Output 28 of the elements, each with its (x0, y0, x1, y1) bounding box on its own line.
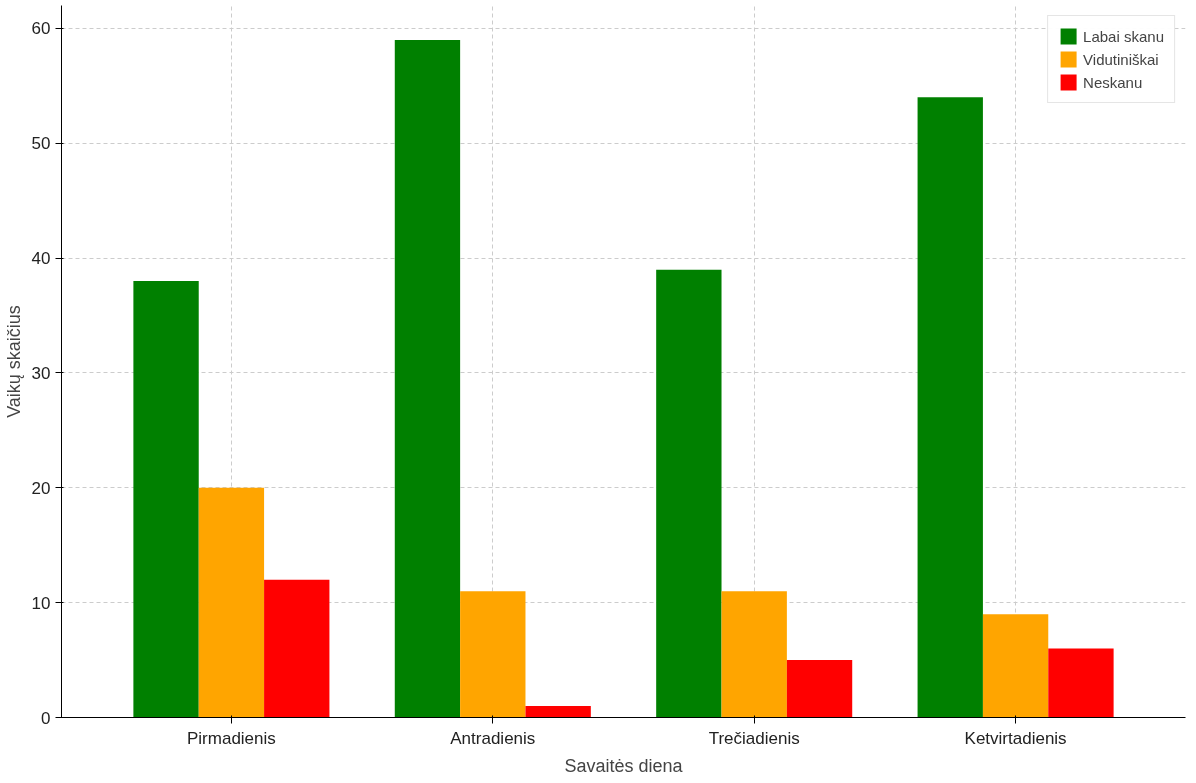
bar (721, 591, 787, 718)
bar (525, 706, 591, 718)
bar (982, 614, 1049, 718)
bar (264, 579, 330, 718)
legend-label: Neskanu (1083, 73, 1143, 91)
y-tick-label: 20 (31, 478, 51, 498)
y-tick-label: 10 (31, 593, 51, 613)
y-tick-label: 30 (31, 363, 51, 383)
y-tick-label: 60 (31, 19, 51, 39)
bar (133, 281, 199, 718)
bar (460, 591, 526, 718)
bar (786, 660, 853, 718)
bar (917, 97, 983, 718)
bar (1048, 648, 1114, 718)
y-tick-label: 50 (31, 134, 51, 154)
y-tick-label: 40 (31, 249, 51, 269)
y-tick-label: 0 (41, 708, 51, 728)
legend-label: Labai skanu (1083, 27, 1164, 45)
bar (656, 269, 722, 718)
x-tick-label: Trečiadienis (708, 728, 800, 748)
bar (394, 39, 461, 718)
x-tick-label: Antradienis (450, 728, 536, 748)
legend-label: Vidutiniškai (1083, 50, 1159, 68)
x-axis-title: Savaitės diena (564, 755, 684, 776)
x-tick-label: Pirmadienis (187, 728, 276, 748)
x-tick-label: Ketvirtadienis (964, 728, 1067, 748)
bar (198, 487, 265, 718)
y-axis-title: Vaikų skaičius (3, 305, 24, 418)
